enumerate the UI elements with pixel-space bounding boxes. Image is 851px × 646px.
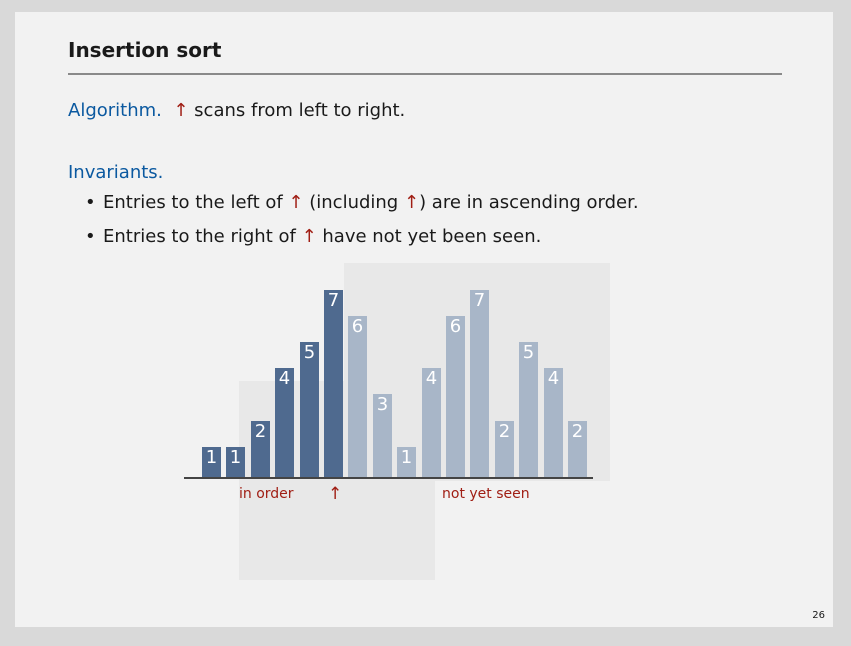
bar-2: 1	[226, 447, 245, 477]
baseline	[184, 477, 593, 479]
up-arrow-icon: ↑	[173, 100, 189, 121]
not-yet-seen-label: not yet seen	[442, 486, 530, 502]
invariant-text: ) are in ascending order.	[419, 192, 639, 213]
bar-14: 5	[519, 342, 538, 477]
invariant-text: Entries to the right of	[103, 226, 302, 247]
title-divider	[68, 73, 782, 75]
invariant-list: • Entries to the left of ↑ (including ↑) …	[85, 192, 639, 260]
algorithm-line: Algorithm. ↑ scans from left to right.	[68, 100, 405, 121]
algorithm-text: scans from left to right.	[194, 100, 406, 121]
up-arrow-icon: ↑	[288, 192, 304, 213]
pointer-arrow-icon: ↑	[328, 484, 343, 504]
bullet-icon: •	[85, 192, 96, 213]
slide-title: Insertion sort	[68, 38, 222, 62]
bar-4: 4	[275, 368, 294, 477]
bar-3: 2	[251, 421, 270, 477]
page-number: 26	[812, 610, 825, 621]
bar-8: 3	[373, 394, 392, 477]
up-arrow-icon: ↑	[301, 226, 317, 247]
bullet-icon: •	[85, 226, 96, 247]
bar-9: 1	[397, 447, 416, 477]
invariant-text: Entries to the left of	[103, 192, 289, 213]
up-arrow-icon: ↑	[403, 192, 420, 213]
bar-12: 7	[470, 290, 489, 477]
bar-11: 6	[446, 316, 465, 477]
invariant-item: • Entries to the left of ↑ (including ↑) …	[85, 192, 639, 226]
invariant-item: • Entries to the right of ↑ have not yet …	[85, 226, 639, 260]
bar-15: 4	[544, 368, 563, 477]
invariants-label: Invariants.	[68, 162, 164, 183]
bar-16: 2	[568, 421, 587, 477]
bar-5: 5	[300, 342, 319, 477]
bar-13: 2	[495, 421, 514, 477]
invariant-text: (including	[303, 192, 404, 213]
invariant-text: have not yet been seen.	[316, 226, 542, 247]
slide: Insertion sort Algorithm. ↑ scans from l…	[15, 12, 833, 627]
bar-10: 4	[422, 368, 441, 477]
in-order-label: in order	[239, 486, 294, 502]
algorithm-label: Algorithm.	[68, 100, 162, 121]
bar-7: 6	[348, 316, 367, 477]
bar-1: 1	[202, 447, 221, 477]
bar-6: 7	[324, 290, 343, 477]
